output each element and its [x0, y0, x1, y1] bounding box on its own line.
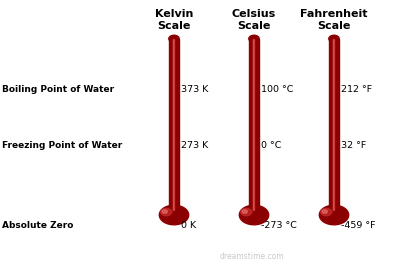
Text: 32 °F: 32 °F: [341, 141, 366, 150]
Text: Freezing Point of Water: Freezing Point of Water: [2, 141, 122, 150]
Text: 100 °C: 100 °C: [261, 85, 294, 94]
Text: 0 K: 0 K: [181, 221, 196, 230]
Circle shape: [162, 210, 168, 213]
Circle shape: [319, 205, 349, 225]
Text: Absolute Zero: Absolute Zero: [2, 221, 73, 230]
Bar: [329, 39, 339, 210]
Text: -459 °F: -459 °F: [341, 221, 376, 230]
Circle shape: [241, 208, 252, 216]
Circle shape: [249, 35, 259, 42]
Text: Kelvin
Scale: Kelvin Scale: [155, 9, 193, 31]
Bar: [169, 39, 179, 210]
Text: Celsius
Scale: Celsius Scale: [232, 9, 276, 31]
Text: -273 °C: -273 °C: [261, 221, 297, 230]
Circle shape: [329, 35, 339, 42]
Text: Fahrenheit
Scale: Fahrenheit Scale: [300, 9, 368, 31]
Text: 0 °C: 0 °C: [261, 141, 282, 150]
Text: dreamstime.com: dreamstime.com: [220, 252, 284, 261]
Circle shape: [242, 210, 248, 213]
Text: Boiling Point of Water: Boiling Point of Water: [2, 85, 114, 94]
Circle shape: [322, 210, 328, 213]
Circle shape: [159, 205, 189, 225]
Circle shape: [169, 35, 179, 42]
Text: 273 K: 273 K: [181, 141, 208, 150]
Circle shape: [321, 208, 332, 216]
Circle shape: [239, 205, 269, 225]
Bar: [253, 39, 254, 210]
Text: 212 °F: 212 °F: [341, 85, 372, 94]
Bar: [333, 39, 334, 210]
Text: 373 K: 373 K: [181, 85, 208, 94]
Bar: [249, 39, 259, 210]
Circle shape: [161, 208, 172, 216]
Bar: [173, 39, 174, 210]
